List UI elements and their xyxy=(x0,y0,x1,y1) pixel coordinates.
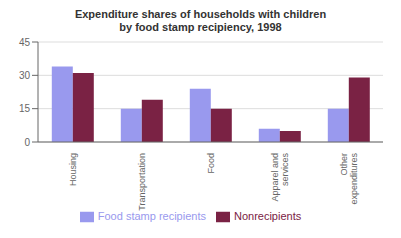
html-text:Food stamp recipients: Food stamp recipients xyxy=(97,210,206,222)
html-text:Nonrecipients: Nonrecipients xyxy=(234,210,302,222)
svg-text:Apparel andservices: Apparel andservices xyxy=(270,153,290,202)
html-text:by food stamp recipiency, 1998: by food stamp recipiency, 1998 xyxy=(119,21,282,33)
svg-text:15: 15 xyxy=(19,103,31,114)
html-text:Expenditure shares of househol: Expenditure shares of households with ch… xyxy=(74,8,327,20)
svg-text:Transportation: Transportation xyxy=(137,153,147,211)
svg-text:45: 45 xyxy=(19,37,31,48)
svg-text:Food: Food xyxy=(206,153,216,174)
svg-text:Otherexpenditures: Otherexpenditures xyxy=(339,153,359,205)
svg-text:0: 0 xyxy=(24,137,30,148)
svg-text:30: 30 xyxy=(19,70,31,81)
svg-text:Housing: Housing xyxy=(68,153,78,186)
